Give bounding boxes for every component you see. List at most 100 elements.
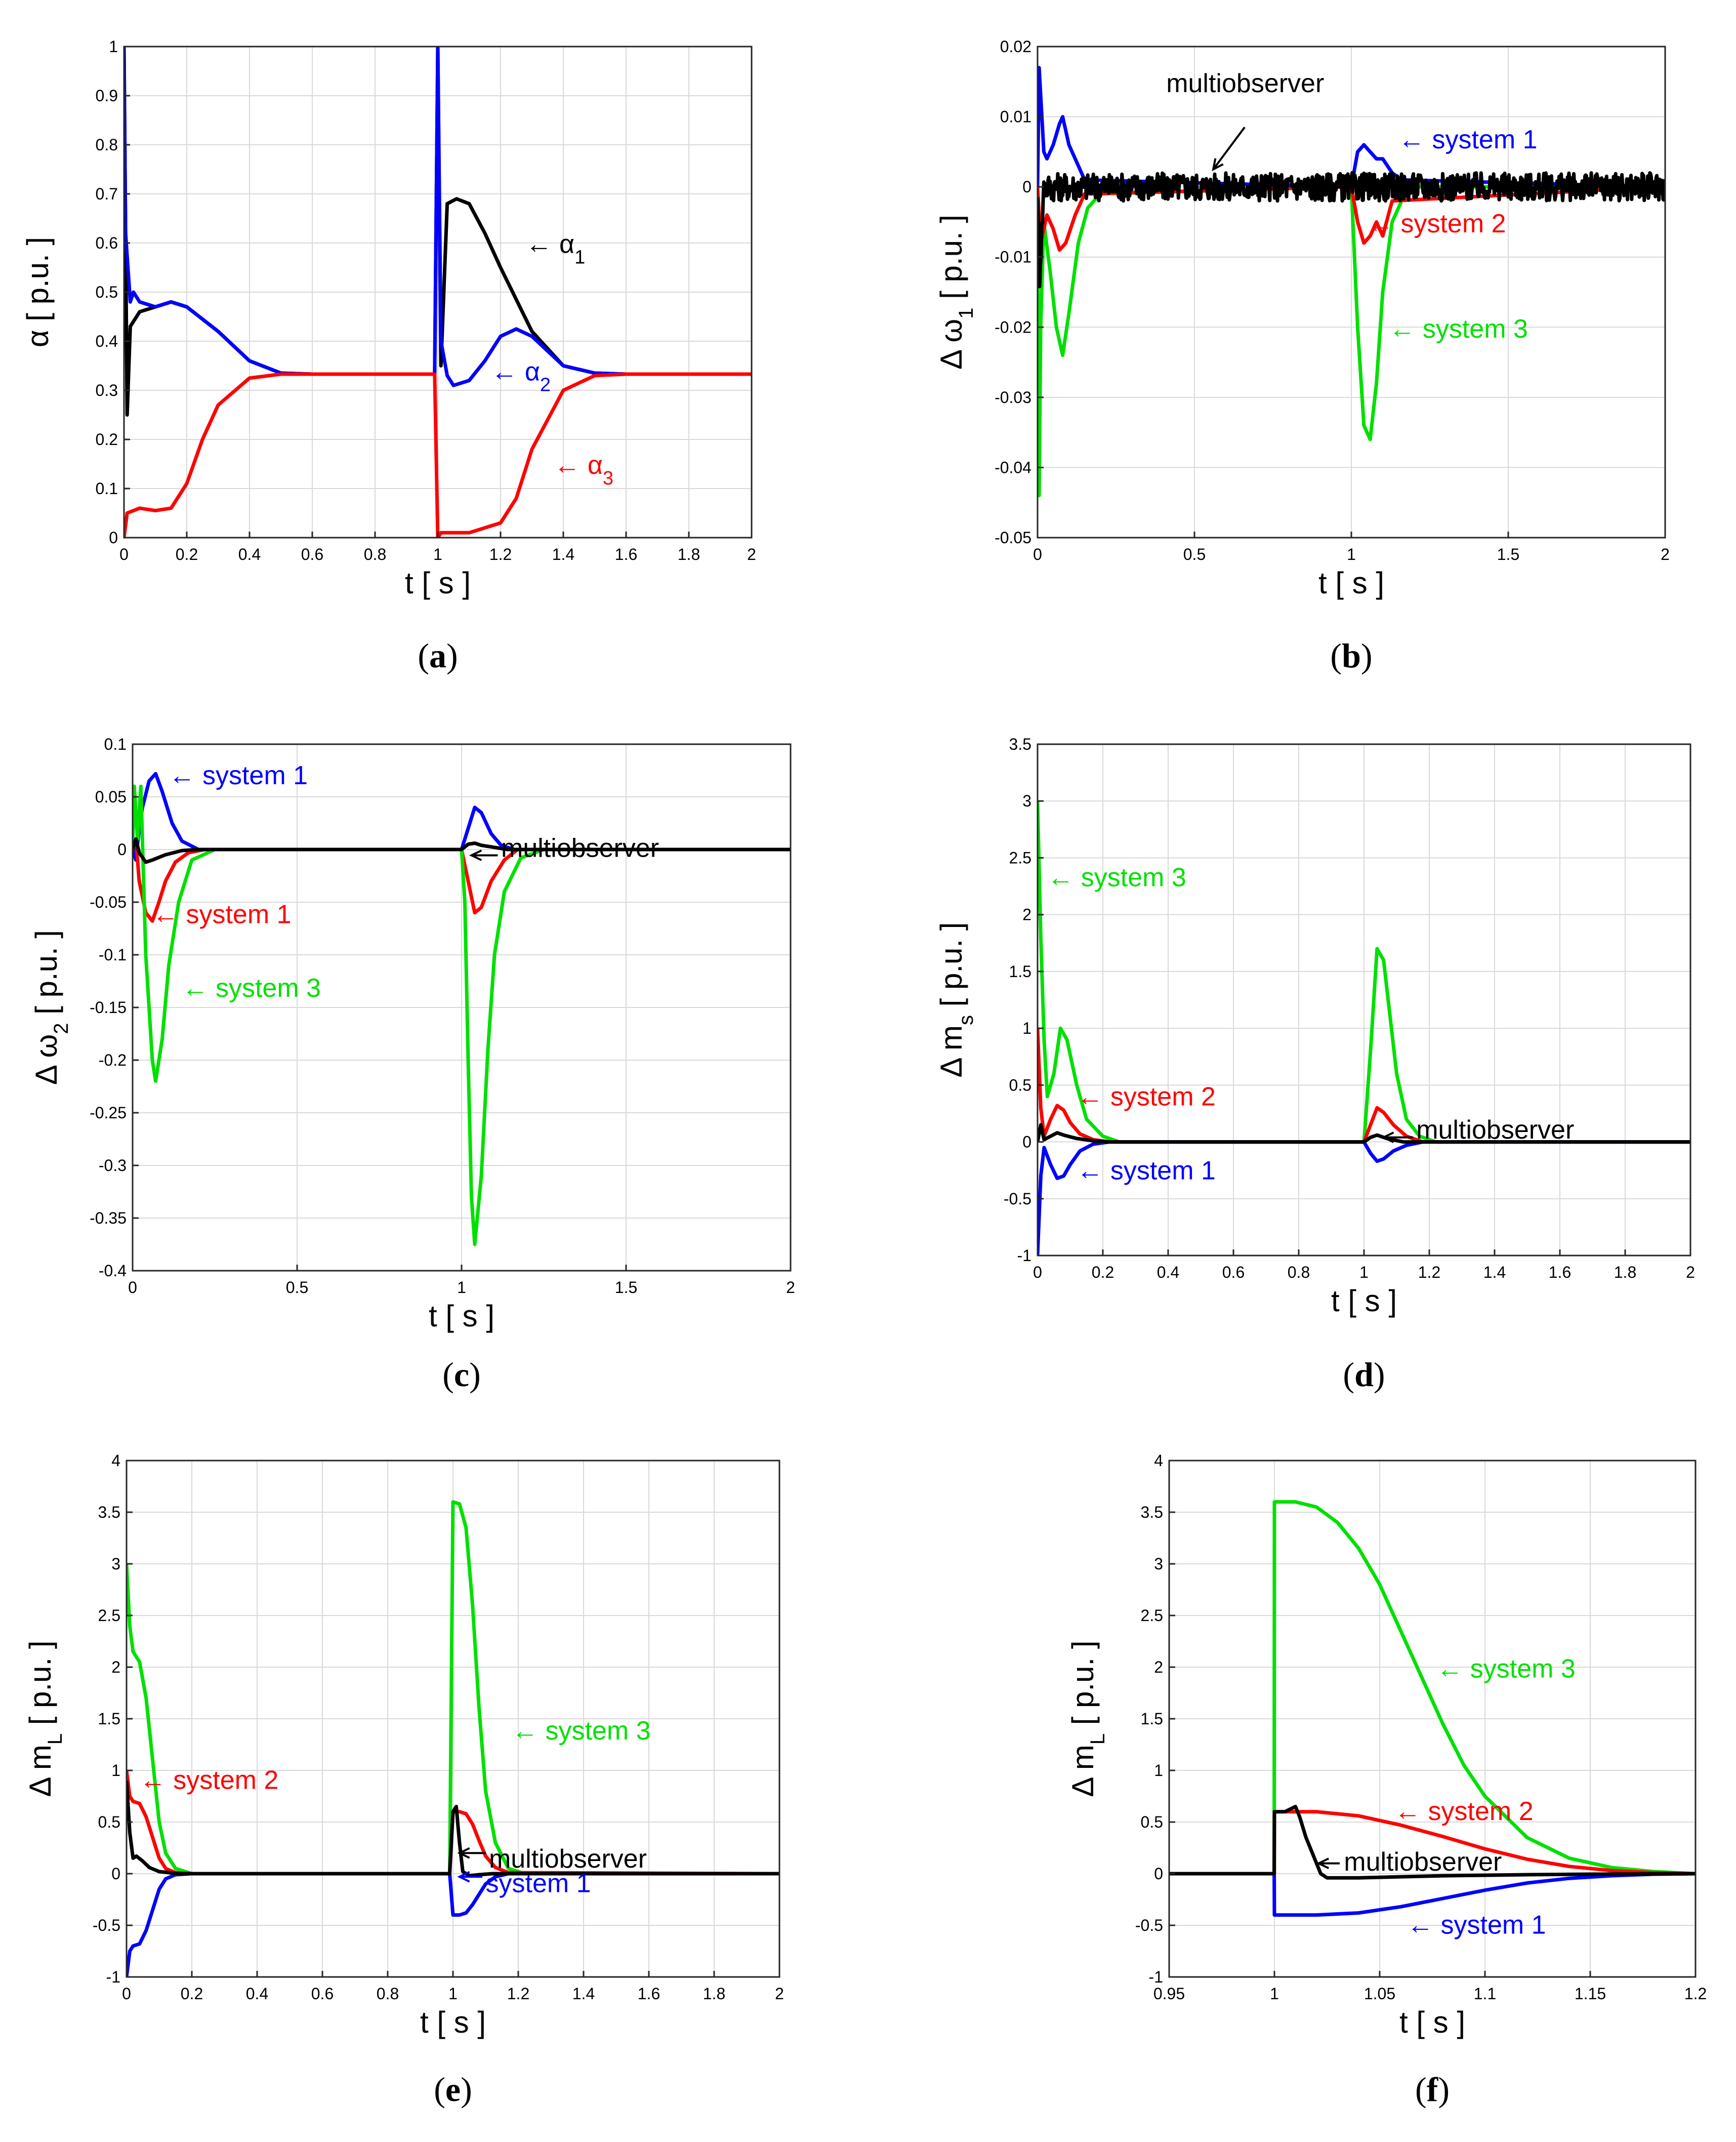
y-tick-label: -1 — [1149, 1968, 1163, 1986]
annotation-label: ← system 3 — [182, 974, 321, 1003]
series-group — [1169, 1500, 1696, 1917]
x-axis-label: t [ s ] — [405, 566, 471, 600]
y-tick-label: 3.5 — [1141, 1503, 1163, 1521]
y-tick-label: 0.1 — [96, 479, 118, 498]
y-tick-label: -0.1 — [99, 946, 127, 964]
y-tick-label: -0.5 — [93, 1916, 120, 1934]
x-tick-label: 1.2 — [489, 545, 512, 563]
annotation-label: ← α2 — [491, 357, 551, 396]
y-tick-label: 1.5 — [98, 1710, 120, 1728]
x-tick-label: 0.2 — [1092, 1263, 1114, 1281]
panel-caption: (c) — [442, 1355, 481, 1394]
x-tick-label: 0.4 — [1157, 1263, 1179, 1281]
x-tick-label: 1.5 — [615, 1278, 637, 1297]
annotation-label: ← system 3 — [1436, 1654, 1576, 1683]
annotation-arrow-head — [457, 1847, 470, 1859]
y-tick-label: 1 — [111, 1761, 120, 1780]
annotation-label: system 1 — [486, 1869, 591, 1898]
y-tick-label: 2.5 — [98, 1606, 120, 1625]
chart-a: 0 0.2 0.4 0.6 0.8 1 1.2 1.4 1.6 1.8 2 0 0.1 0.2 0.3 0.4… — [21, 37, 756, 675]
y-tick-label: 4 — [111, 1451, 120, 1470]
y-tick-label: 0 — [109, 529, 118, 547]
x-tick-label: 1 — [1359, 1263, 1369, 1281]
panel-caption: (e) — [434, 2070, 472, 2109]
annotation-label: ← system 3 — [1389, 314, 1528, 344]
x-tick-label: 0.6 — [311, 1985, 334, 2003]
x-tick-label: 0.4 — [238, 545, 261, 563]
series-α3 — [124, 372, 752, 538]
y-tick-label: 1 — [1022, 1019, 1031, 1037]
y-tick-label: 0.2 — [96, 430, 118, 449]
x-axis-label: t [ s ] — [420, 2005, 486, 2039]
y-tick-label: -0.35 — [90, 1209, 127, 1227]
y-tick-label: 0.6 — [96, 234, 118, 252]
y-tick-label: 3 — [1154, 1555, 1163, 1573]
x-tick-label: 1.8 — [1614, 1263, 1636, 1281]
x-tick-label: 2 — [1686, 1263, 1695, 1281]
y-tick-label: -0.4 — [99, 1262, 127, 1280]
y-tick-label: 0.5 — [98, 1813, 120, 1831]
annotation-label: multiobserver — [1416, 1115, 1574, 1145]
y-tick-label: -0.03 — [995, 388, 1031, 407]
x-tick-label: 0.4 — [246, 1985, 268, 2003]
x-tick-label: 2 — [747, 545, 756, 563]
annotation-arrow-head — [1381, 1131, 1394, 1143]
x-tick-label: 1.4 — [552, 545, 574, 563]
y-tick-label: 2 — [111, 1658, 120, 1676]
annotation-arrow-line — [1212, 127, 1246, 170]
y-tick-label: -0.01 — [995, 248, 1031, 266]
y-tick-label: 1.5 — [1009, 962, 1031, 981]
series-multiobserver — [1038, 171, 1665, 289]
x-tick-label: 2 — [786, 1278, 795, 1297]
y-tick-label: -0.3 — [99, 1156, 127, 1175]
annotation-label: multiobserver — [1344, 1847, 1502, 1877]
x-tick-label: 1 — [433, 545, 442, 563]
panel-caption: (d) — [1343, 1355, 1385, 1394]
chart-f: 0.95 1 1.05 1.1 1.15 1.2 -1 -0.5 0 0.5 1 1.5 2 2.5 3 3.… — [1066, 1451, 1707, 2109]
y-tick-label: -0.04 — [995, 458, 1031, 476]
y-tick-label: -1 — [1017, 1246, 1031, 1265]
y-tick-label: 0 — [1022, 1133, 1031, 1151]
series-group — [1038, 66, 1665, 498]
annotation-label: ← system 3 — [512, 1716, 651, 1746]
x-tick-label: 1.6 — [1549, 1263, 1571, 1281]
series-group — [1038, 801, 1690, 1256]
y-tick-label: 0 — [111, 1865, 120, 1883]
x-tick-label: 0.8 — [377, 1985, 399, 2003]
y-tick-label: 1 — [109, 37, 118, 56]
chart-c: 0 0.5 1 1.5 2 -0.4 -0.35 -0.3 -0.25 -0.2 -0.15 -0.1… — [29, 735, 795, 1394]
y-tick-label: 0 — [117, 840, 127, 859]
y-axis-label: Δ mL [ p.u. ] — [1066, 1640, 1109, 1797]
x-tick-label: 0 — [128, 1278, 137, 1297]
y-tick-label: -0.5 — [1135, 1916, 1163, 1934]
x-tick-label: 2 — [775, 1985, 784, 2003]
annotation-arrow-head — [1316, 1857, 1330, 1869]
annotation-arrow-head — [457, 1871, 470, 1883]
annotation-label: ← system 2 — [1394, 1797, 1534, 1826]
annotation-label: ← system 2 — [1367, 209, 1506, 238]
y-tick-label: 2 — [1154, 1658, 1163, 1676]
y-tick-label: 0.9 — [96, 87, 118, 105]
x-tick-label: 0.2 — [176, 545, 198, 563]
x-axis-label: t [ s ] — [429, 1299, 494, 1333]
y-tick-label: 3 — [1022, 792, 1031, 810]
x-tick-label: 0.2 — [181, 1985, 203, 2003]
y-tick-label: 1 — [1154, 1761, 1163, 1780]
x-tick-label: 1.2 — [1418, 1263, 1440, 1281]
annotation-label: multiobserver — [489, 1844, 647, 1874]
x-tick-label: 1.4 — [572, 1985, 595, 2003]
y-tick-label: 0.01 — [1000, 108, 1031, 126]
x-tick-label: 1 — [1347, 545, 1356, 563]
y-tick-label: 3.5 — [1009, 735, 1031, 753]
series-group — [133, 772, 791, 1246]
annotation-label: ← system 1 — [1407, 1910, 1546, 1939]
x-tick-label: 1 — [457, 1278, 466, 1297]
y-tick-label: 0.8 — [96, 136, 118, 154]
x-tick-label: 0.8 — [364, 545, 386, 563]
annotation-label: ← α3 — [554, 451, 613, 489]
y-tick-label: 2 — [1022, 906, 1031, 924]
panel-caption: (a) — [418, 636, 458, 675]
y-tick-label: 0.5 — [96, 283, 118, 301]
x-axis-label: t [ s ] — [1318, 566, 1384, 600]
annotation-label: ← system 3 — [1047, 863, 1186, 893]
